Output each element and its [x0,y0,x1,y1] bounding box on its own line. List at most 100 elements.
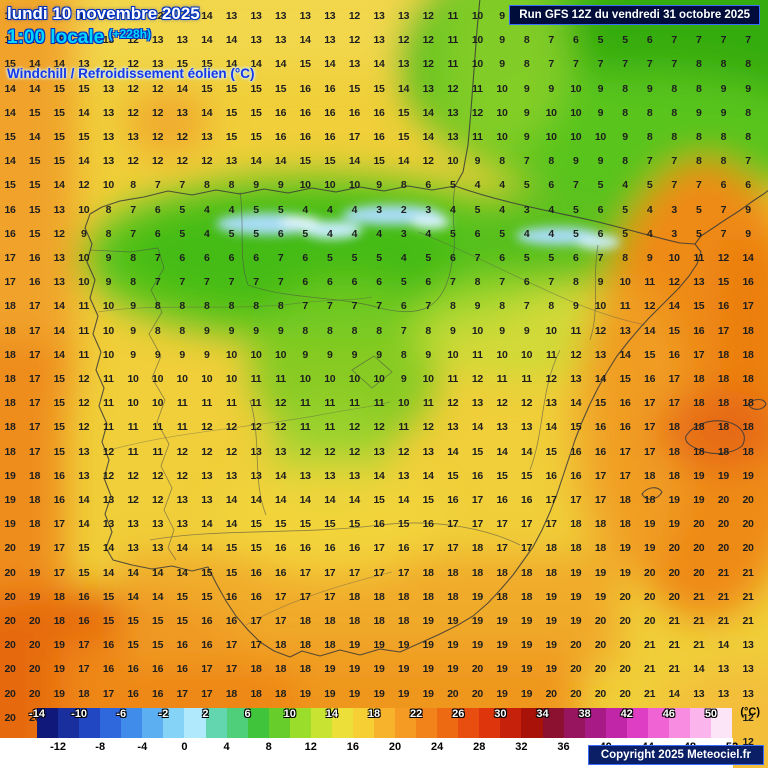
grid-value: 10 [496,106,508,119]
grid-value: 15 [201,82,213,95]
grid-value: 18 [29,494,41,506]
grid-value: 4 [646,203,653,216]
grid-value: 13 [127,518,139,531]
scale-color-cell [689,708,711,738]
grid-value: 12 [299,445,311,458]
grid-value: 17 [250,615,262,627]
grid-value: 16 [275,131,287,143]
grid-value: 6 [499,252,505,264]
grid-value: 4 [302,203,308,216]
grid-value: 4 [622,179,628,192]
grid-value: 13 [299,469,311,482]
grid-value: 14 [545,421,557,434]
grid-value: 14 [4,106,16,119]
scale-label: 16 [346,741,360,753]
grid-value: 6 [573,34,579,47]
grid-value: 21 [742,615,754,627]
grid-value: 15 [644,348,656,361]
grid-value: 13 [225,10,237,22]
grid-value: 4 [474,179,481,192]
grid-value: 17 [250,639,262,652]
grid-value: 10 [324,373,336,385]
grid-value: 13 [717,687,729,700]
grid-value: 16 [29,276,41,289]
grid-value: 9 [720,106,727,119]
grid-value: 18 [4,397,16,410]
grid-value: 7 [573,58,579,71]
grid-value: 19 [496,687,508,700]
grid-value: 12 [152,469,164,482]
grid-value: 13 [102,155,114,168]
grid-value: 4 [351,203,358,216]
grid-value: 9 [745,227,751,240]
grid-value: 5 [277,203,284,216]
grid-value: 15 [4,58,16,71]
grid-value: 8 [696,131,702,143]
grid-value: 20 [717,542,729,555]
scale-label: 2 [202,708,209,720]
grid-value: 12 [225,445,237,458]
grid-value: 16 [373,106,385,119]
grid-value: 14 [348,155,360,168]
grid-value: 6 [597,227,604,240]
grid-value: 16 [250,566,262,579]
grid-value: 11 [127,421,139,434]
grid-value: 16 [324,542,336,555]
grid-value: 6 [327,276,333,289]
grid-value: 6 [204,252,210,264]
grid-value: 15 [201,566,213,579]
grid-value: 15 [668,324,680,337]
grid-value: 20 [471,687,483,700]
grid-value: 15 [422,494,434,506]
grid-value: 7 [400,324,407,337]
grid-value: 19 [53,663,65,676]
grid-value: 11 [398,421,409,434]
grid-value: 13 [201,469,213,482]
grid-value: 19 [29,542,41,555]
grid-value: 15 [373,155,385,168]
grid-value: 17 [53,518,65,531]
grid-value: 18 [742,373,754,385]
grid-value: 7 [204,276,210,289]
grid-value: 16 [324,106,336,119]
grid-value: 10 [102,348,114,361]
grid-value: 19 [422,687,434,700]
grid-value: 8 [622,252,628,264]
grid-value: 15 [594,397,606,410]
grid-value: 14 [570,397,582,410]
grid-value: 8 [696,82,702,95]
grid-value: 14 [201,518,213,531]
scale-color-cell [289,708,311,738]
grid-value: 5 [179,203,185,216]
grid-value: 8 [720,58,727,71]
grid-value: 9 [376,179,382,192]
grid-value: 13 [324,10,336,22]
grid-value: 16 [127,663,139,676]
grid-value: 14 [127,566,139,579]
grid-value: 9 [597,106,604,119]
grid-value: 12 [348,34,360,47]
grid-value: 16 [619,397,631,410]
grid-value: 13 [250,469,262,482]
grid-value: 21 [644,663,656,676]
grid-value: 14 [225,34,237,47]
grid-value: 13 [201,494,213,506]
grid-value: 8 [179,300,185,313]
grid-value: 12 [422,421,434,434]
grid-value: 18 [521,590,533,603]
grid-value: 16 [78,590,90,603]
grid-value: 18 [717,348,729,361]
grid-value: 16 [545,469,557,482]
grid-value: 17 [78,639,90,652]
grid-value: 11 [127,445,139,458]
grid-value: 11 [570,324,582,337]
grid-value: 15 [53,421,65,434]
grid-value: 7 [720,203,727,216]
grid-value: 10 [225,348,237,361]
parameter-label: Windchill / Refroidissement éolien (°C) [7,66,255,82]
grid-value: 18 [348,590,360,603]
grid-value: 9 [499,324,505,337]
grid-value: 20 [570,687,582,700]
grid-value: 15 [225,542,237,555]
